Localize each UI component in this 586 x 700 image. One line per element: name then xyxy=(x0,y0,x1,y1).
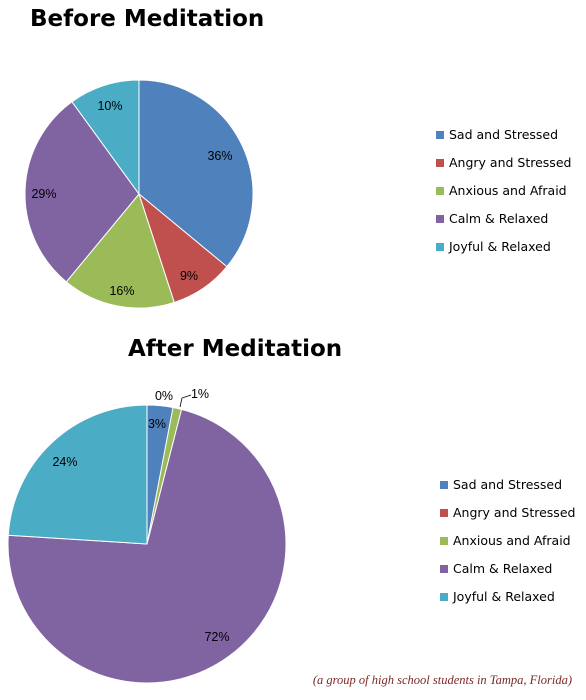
legend-label-anxious-and-afraid: Anxious and Afraid xyxy=(449,183,567,198)
chart-caption: (a group of high school students in Tamp… xyxy=(313,673,572,687)
data-label-angry-and-stressed: 9% xyxy=(180,269,198,283)
pie-before: 36% 9% 16% 29% 10% xyxy=(24,79,254,309)
legend-swatch-sad-and-stressed xyxy=(436,131,444,139)
legend-swatch-anxious-and-afraid xyxy=(440,537,448,545)
legend-label-joyful-and-relaxed: Joyful & Relaxed xyxy=(448,239,551,254)
data-label-joyful-and-relaxed: 24% xyxy=(52,455,77,469)
data-label-leader xyxy=(179,394,192,408)
legend-swatch-sad-and-stressed xyxy=(440,481,448,489)
data-label-angry-and-stressed: 0% xyxy=(155,389,173,403)
data-label-calm-and-relaxed: 29% xyxy=(31,187,56,201)
legend-swatch-joyful-and-relaxed xyxy=(440,593,448,601)
legend-label-angry-and-stressed: Angry and Stressed xyxy=(449,155,571,170)
data-label-anxious-and-afraid: 1% xyxy=(191,387,209,401)
legend-swatch-anxious-and-afraid xyxy=(436,187,444,195)
chart-after: After Meditation 3% 0% 1% 72% 24% Sad and St… xyxy=(7,336,575,684)
legend-after: Sad and Stressed Angry and Stressed Anxiou… xyxy=(440,477,575,604)
legend-label-joyful-and-relaxed: Joyful & Relaxed xyxy=(452,589,555,604)
legend-label-angry-and-stressed: Angry and Stressed xyxy=(453,505,575,520)
legend-swatch-joyful-and-relaxed xyxy=(436,243,444,251)
data-label-joyful-and-relaxed: 10% xyxy=(97,99,122,113)
legend-swatch-calm-and-relaxed xyxy=(440,565,448,573)
legend-label-calm-and-relaxed: Calm & Relaxed xyxy=(453,561,552,576)
legend-label-anxious-and-afraid: Anxious and Afraid xyxy=(453,533,571,548)
legend-label-calm-and-relaxed: Calm & Relaxed xyxy=(449,211,548,226)
pie-after: 3% 0% 1% 72% 24% xyxy=(7,387,287,684)
data-label-sad-and-stressed: 36% xyxy=(207,149,232,163)
pie-slice-joyful-and-relaxed xyxy=(71,79,140,196)
data-label-sad-and-stressed: 3% xyxy=(148,417,166,431)
chart-title: Before Meditation xyxy=(30,6,264,32)
legend-label-sad-and-stressed: Sad and Stressed xyxy=(453,477,562,492)
pie-slice-joyful-and-relaxed xyxy=(7,404,148,545)
pie-slice-sad-and-stressed xyxy=(138,79,254,268)
legend-swatch-angry-and-stressed xyxy=(440,509,448,517)
chart-title: After Meditation xyxy=(128,336,342,362)
legend-swatch-calm-and-relaxed xyxy=(436,215,444,223)
chart-before: Before Meditation 36% 9% 16% 29% 10% Sad and… xyxy=(24,6,571,309)
pie-slice-calm-and-relaxed xyxy=(24,101,140,283)
legend-before: Sad and Stressed Angry and Stressed Anxiou… xyxy=(436,127,571,254)
data-label-anxious-and-afraid: 16% xyxy=(109,284,134,298)
pie-slice-calm-and-relaxed xyxy=(7,408,287,684)
legend-label-sad-and-stressed: Sad and Stressed xyxy=(449,127,558,142)
legend-swatch-angry-and-stressed xyxy=(436,159,444,167)
data-label-calm-and-relaxed: 72% xyxy=(204,630,229,644)
pie-slice-anxious-and-afraid xyxy=(65,192,175,309)
